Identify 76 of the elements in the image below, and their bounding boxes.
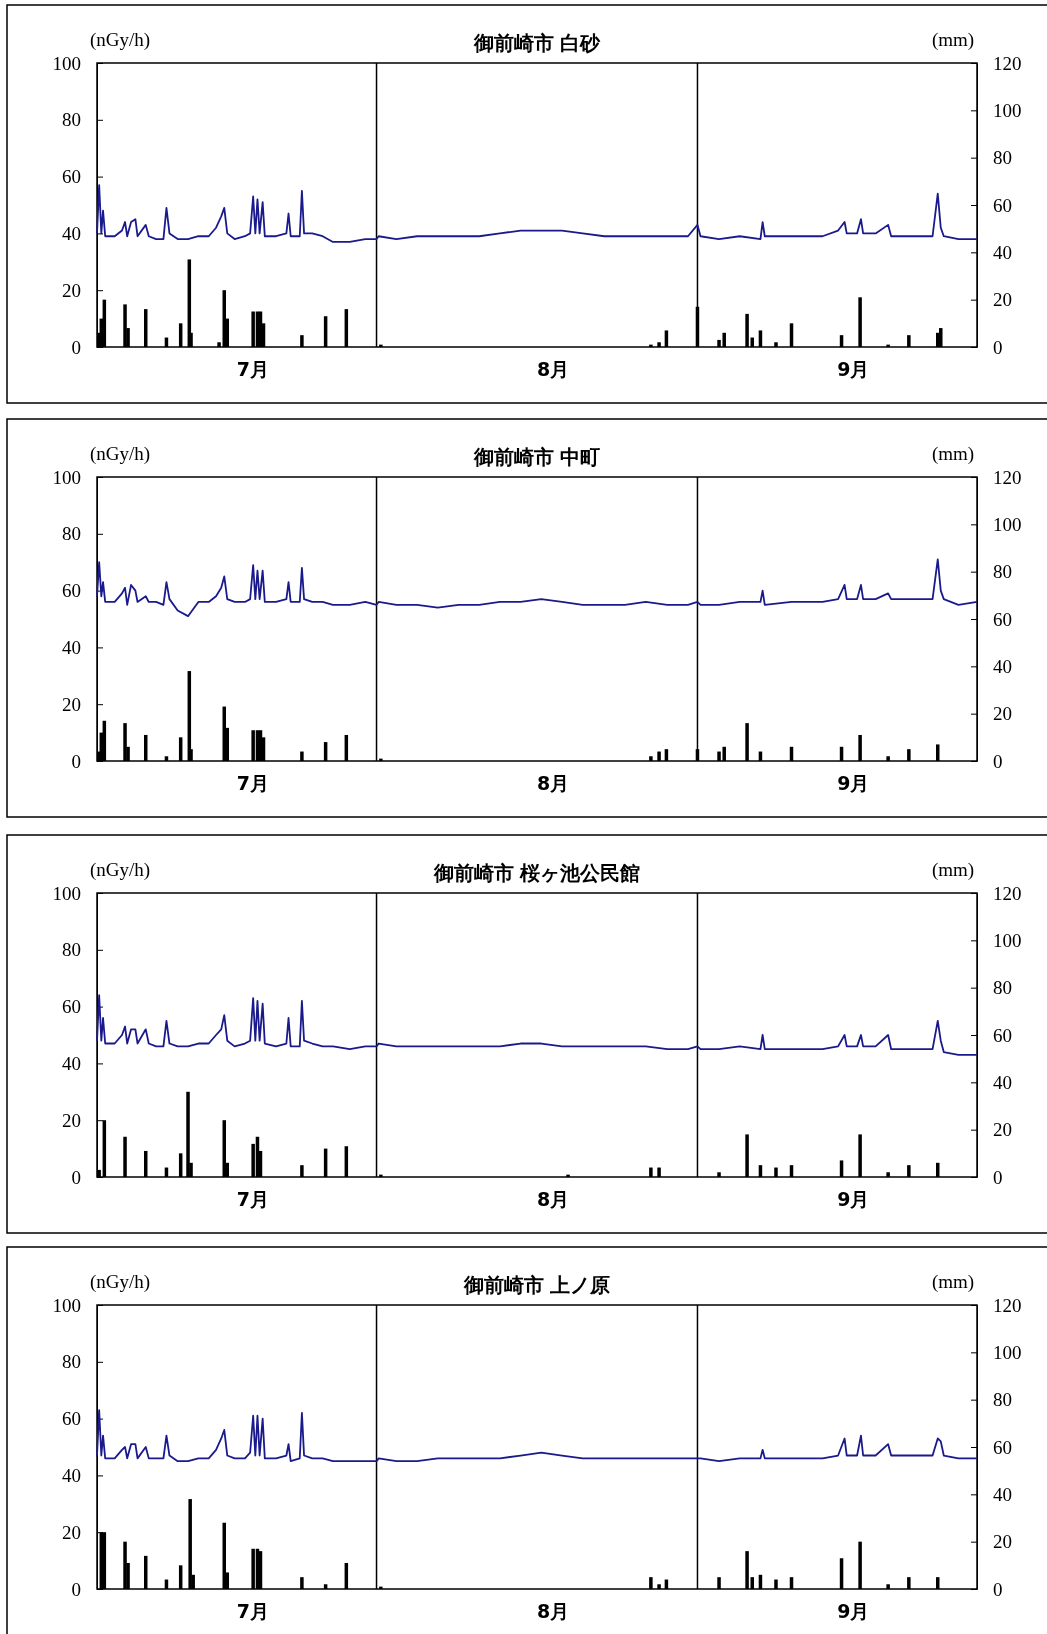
y-tick-label: 100 xyxy=(52,882,81,904)
y-axis-title: (nGy/h) xyxy=(89,1271,151,1293)
chart-title: 御前崎市 中町 xyxy=(472,445,601,469)
x-tick-label: 8月 xyxy=(536,1188,570,1211)
y-tick-label: 80 xyxy=(62,523,81,545)
x-tick-label: 9月 xyxy=(837,772,870,795)
y2-tick-label: 80 xyxy=(993,561,1012,583)
y2-tick-label: 0 xyxy=(993,1166,1003,1188)
y2-tick-label: 120 xyxy=(993,882,1022,904)
y2-tick-label: 120 xyxy=(993,52,1022,74)
y-tick-label: 40 xyxy=(62,636,81,658)
y2-tick-label: 20 xyxy=(993,1119,1012,1141)
y-axis-title: (nGy/h) xyxy=(89,859,151,881)
y2-tick-label: 100 xyxy=(993,99,1022,121)
x-tick-label: 9月 xyxy=(837,358,870,381)
y2-axis-title: (mm) xyxy=(931,1271,975,1293)
y-tick-label: 0 xyxy=(71,1578,81,1600)
x-tick-label: 7月 xyxy=(236,1188,269,1211)
y-tick-label: 40 xyxy=(62,1464,81,1486)
y-tick-label: 60 xyxy=(62,996,81,1018)
y2-tick-label: 80 xyxy=(993,147,1012,169)
y-tick-label: 60 xyxy=(62,166,81,188)
y-tick-label: 20 xyxy=(62,1521,81,1543)
y2-tick-label: 60 xyxy=(993,194,1012,216)
y2-tick-label: 100 xyxy=(993,1341,1022,1363)
y-tick-label: 80 xyxy=(62,1351,81,1373)
y2-tick-label: 40 xyxy=(993,1483,1012,1505)
y2-tick-label: 0 xyxy=(993,1578,1003,1600)
y-tick-label: 20 xyxy=(62,1109,81,1131)
x-tick-label: 7月 xyxy=(236,1600,269,1623)
x-tick-label: 9月 xyxy=(837,1600,870,1623)
x-tick-label: 7月 xyxy=(236,772,269,795)
x-tick-label: 9月 xyxy=(837,1188,870,1211)
y-tick-label: 100 xyxy=(52,52,81,74)
y2-tick-label: 60 xyxy=(993,608,1012,630)
y2-tick-label: 60 xyxy=(993,1436,1012,1458)
y-tick-label: 40 xyxy=(62,222,81,244)
y-tick-label: 80 xyxy=(62,939,81,961)
y2-tick-label: 0 xyxy=(993,750,1003,772)
y-tick-label: 0 xyxy=(71,750,81,772)
y2-tick-label: 20 xyxy=(993,1531,1012,1553)
y2-tick-label: 60 xyxy=(993,1024,1012,1046)
chart-title: 御前崎市 白砂 xyxy=(472,31,602,55)
y2-tick-label: 80 xyxy=(993,977,1012,999)
y2-tick-label: 120 xyxy=(993,466,1022,488)
chart-title: 御前崎市 上ノ原 xyxy=(462,1273,611,1297)
y-axis-title: (nGy/h) xyxy=(89,29,151,51)
y2-tick-label: 40 xyxy=(993,241,1012,263)
x-tick-label: 8月 xyxy=(536,358,570,381)
y2-tick-label: 20 xyxy=(993,289,1012,311)
y2-tick-label: 40 xyxy=(993,1071,1012,1093)
y-tick-label: 60 xyxy=(62,1408,81,1430)
y2-tick-label: 100 xyxy=(993,513,1022,535)
y-tick-label: 0 xyxy=(71,336,81,358)
x-tick-label: 7月 xyxy=(236,358,269,381)
y2-tick-label: 100 xyxy=(993,929,1022,951)
y2-tick-label: 20 xyxy=(993,703,1012,725)
x-tick-label: 8月 xyxy=(536,1600,570,1623)
y-tick-label: 40 xyxy=(62,1052,81,1074)
y-tick-label: 100 xyxy=(52,1294,81,1316)
y2-tick-label: 0 xyxy=(993,336,1003,358)
x-tick-label: 8月 xyxy=(536,772,570,795)
y-tick-label: 100 xyxy=(52,466,81,488)
y2-axis-title: (mm) xyxy=(931,859,975,881)
y2-tick-label: 120 xyxy=(993,1294,1022,1316)
y-axis-title: (nGy/h) xyxy=(89,443,151,465)
y2-axis-title: (mm) xyxy=(931,29,975,51)
y-tick-label: 20 xyxy=(62,693,81,715)
y2-tick-label: 80 xyxy=(993,1389,1012,1411)
y-tick-label: 60 xyxy=(62,580,81,602)
y-tick-label: 0 xyxy=(71,1166,81,1188)
y-tick-label: 80 xyxy=(62,109,81,131)
y-tick-label: 20 xyxy=(62,279,81,301)
y2-axis-title: (mm) xyxy=(931,443,975,465)
chart-title: 御前崎市 桜ヶ池公民館 xyxy=(432,861,641,885)
y2-tick-label: 40 xyxy=(993,655,1012,677)
